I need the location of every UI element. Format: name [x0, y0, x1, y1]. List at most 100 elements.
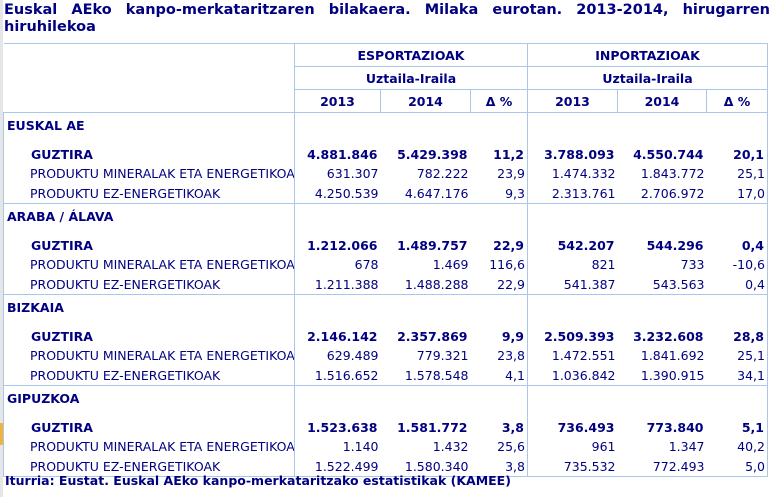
empty-cell	[471, 204, 528, 229]
value-cell: 34,1	[706, 365, 768, 386]
value-cell: 1.523.638	[294, 410, 381, 436]
value-cell: 631.307	[294, 163, 381, 183]
value-cell: 5,0	[706, 456, 768, 477]
header-col-exp-2013: 2013	[294, 89, 381, 113]
value-cell: 20,1	[706, 137, 768, 163]
header-col-exp-delta: Δ %	[470, 89, 528, 113]
value-cell: 0,4	[706, 274, 768, 295]
row-label: PRODUKTU MINERALAK ETA ENERGETIKOAK	[3, 345, 295, 365]
value-cell: 1.522.499	[294, 456, 381, 477]
empty-cell	[618, 113, 707, 138]
header-imports-period: Uztaila-Iraila	[527, 66, 768, 90]
section-header-row: ARABA / ÁLAVA	[3, 203, 768, 229]
row-label: GUZTIRA	[3, 319, 295, 345]
value-cell: 1.488.288	[380, 274, 471, 295]
value-cell: 3.232.608	[633, 329, 704, 344]
value-cell: 1.489.757	[397, 238, 468, 253]
table-row: PRODUKTU EZ-ENERGETIKOAK 4.250.539 4.647.1…	[3, 183, 768, 204]
empty-cell	[706, 385, 768, 410]
empty-cell	[471, 295, 528, 320]
value-cell: 735.532	[527, 456, 618, 477]
empty-cell	[527, 294, 618, 319]
value-cell: 9,3	[470, 183, 528, 204]
value-cell: 25,1	[706, 163, 768, 183]
value-cell: 0,4	[706, 228, 768, 254]
value-cell: 4,1	[470, 365, 528, 386]
value-cell: 779.321	[416, 347, 469, 363]
section-header-row: GIPUZKOA	[3, 385, 768, 411]
value-cell: 678	[294, 254, 381, 274]
value-cell: 772.493	[617, 456, 707, 477]
empty-cell	[294, 385, 381, 410]
value-cell: 22,9	[493, 238, 524, 253]
value-cell: 23,8	[497, 347, 525, 363]
value-cell: 961	[527, 436, 618, 456]
total-row: GUZTIRA 2.146.142 2.357.869 9,9 2.509.393 3.2…	[3, 319, 768, 345]
value-cell: 1.036.842	[527, 365, 618, 386]
value-cell: 821	[527, 254, 618, 274]
value-cell: 773.840	[646, 420, 704, 435]
value-cell: 1.578.548	[380, 365, 471, 386]
empty-cell	[294, 294, 381, 319]
value-cell: 782.222	[416, 165, 469, 181]
row-label: PRODUKTU MINERALAK ETA ENERGETIKOAK	[3, 254, 295, 274]
value-cell: 1.469	[432, 256, 469, 272]
empty-cell	[618, 386, 707, 411]
row-label: GUZTIRA	[3, 410, 295, 436]
empty-cell	[527, 203, 618, 228]
value-cell: 22,9	[470, 274, 528, 295]
sheet-edge	[0, 0, 3, 497]
value-cell: 1.474.332	[527, 163, 618, 183]
value-cell: 542.207	[527, 228, 618, 254]
value-cell: 4.647.176	[380, 183, 471, 204]
value-cell: 3.788.093	[527, 137, 618, 163]
trade-table: ESPORTAZIOAK INPORTAZIOAK Uztaila-Iraila…	[3, 43, 768, 477]
value-cell: 1.516.652	[294, 365, 381, 386]
value-cell: 1.581.772	[397, 420, 468, 435]
header-col-imp-delta: Δ %	[706, 89, 768, 113]
empty-cell	[294, 203, 381, 228]
empty-cell	[527, 385, 618, 410]
total-row: GUZTIRA 4.881.846 5.429.398 11,2 3.788.093 4.…	[3, 137, 768, 163]
table-body: EUSKAL AE GUZTIRA 4.881.846 5.429.398 11,2 3.…	[3, 112, 768, 477]
section-header-row: BIZKAIA	[3, 294, 768, 320]
value-cell: 1.432	[432, 438, 469, 454]
row-label: PRODUKTU EZ-ENERGETIKOAK	[3, 456, 295, 477]
value-cell: 25,6	[497, 438, 525, 454]
row-label: PRODUKTU EZ-ENERGETIKOAK	[3, 183, 295, 204]
value-cell: 1.140	[294, 436, 381, 456]
value-cell: 9,9	[501, 329, 524, 344]
value-cell: 1.841.692	[640, 347, 705, 363]
header-col-exp-2014: 2014	[380, 89, 471, 113]
value-cell: 25,1	[706, 345, 768, 365]
row-label: PRODUKTU EZ-ENERGETIKOAK	[3, 365, 295, 386]
value-cell: 5,1	[706, 410, 768, 436]
empty-cell	[471, 113, 528, 138]
value-cell: 17,0	[706, 183, 768, 204]
total-row: GUZTIRA 1.212.066 1.489.757 22,9 542.207 544.…	[3, 228, 768, 254]
value-cell: 1.211.388	[294, 274, 381, 295]
value-cell: 1.472.551	[527, 345, 618, 365]
value-cell: 543.563	[617, 274, 707, 295]
header-col-imp-2014: 2014	[617, 89, 707, 113]
total-row: GUZTIRA 1.523.638 1.581.772 3,8 736.493 773.8…	[3, 410, 768, 436]
empty-cell	[618, 204, 707, 229]
value-cell: 1.212.066	[294, 228, 381, 254]
table-row: PRODUKTU MINERALAK ETA ENERGETIKOAK 678 1.…	[3, 254, 768, 274]
table-row: PRODUKTU MINERALAK ETA ENERGETIKOAK 631.3…	[3, 163, 768, 183]
table-title: Euskal AEko kanpo-merkataritzaren bilaka…	[4, 2, 770, 35]
table-row: PRODUKTU EZ-ENERGETIKOAK 1.522.499 1.580.3…	[3, 456, 768, 477]
table-row: PRODUKTU EZ-ENERGETIKOAK 1.516.652 1.578.5…	[3, 365, 768, 386]
value-cell: 5.429.398	[397, 147, 468, 162]
value-cell: 1.347	[668, 438, 705, 454]
empty-cell	[527, 112, 618, 137]
row-label: PRODUKTU EZ-ENERGETIKOAK	[3, 274, 295, 295]
selected-row-marker	[0, 423, 3, 445]
row-label: GUZTIRA	[3, 228, 295, 254]
header-col-imp-2013: 2013	[527, 89, 618, 113]
value-cell: 2.509.393	[527, 319, 618, 345]
value-cell: 541.387	[527, 274, 618, 295]
section-name: ARABA / ÁLAVA	[3, 203, 295, 228]
empty-cell	[706, 203, 768, 228]
row-label: GUZTIRA	[3, 137, 295, 163]
